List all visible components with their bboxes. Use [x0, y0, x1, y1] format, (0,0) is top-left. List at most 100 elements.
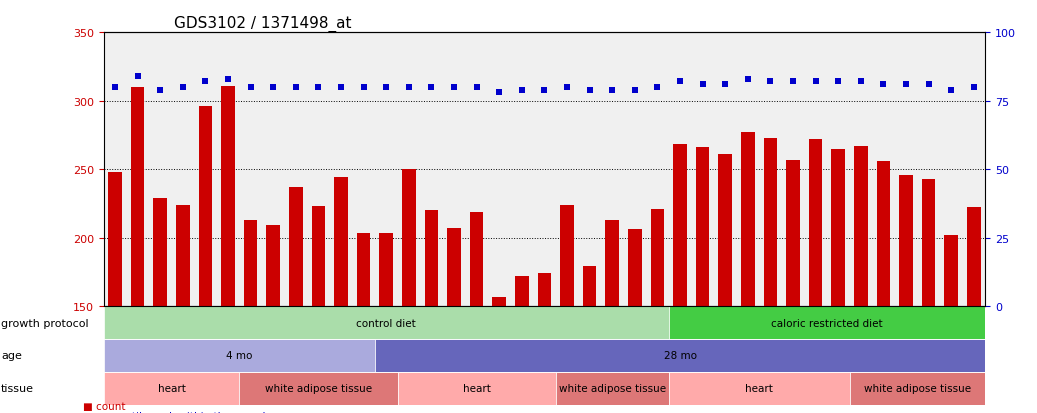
Text: heart: heart [158, 383, 186, 393]
Point [875, 82, 892, 88]
FancyBboxPatch shape [104, 339, 375, 372]
Point [220, 76, 236, 83]
Point [333, 84, 349, 91]
Point [943, 87, 959, 94]
Bar [650, 209, 665, 306]
Text: ■ count: ■ count [83, 401, 125, 411]
Bar [832, 149, 845, 306]
Text: control diet: control diet [357, 318, 416, 328]
Point [243, 84, 259, 91]
Point [423, 84, 440, 91]
Bar [289, 188, 303, 306]
Point [469, 84, 485, 91]
Point [626, 87, 643, 94]
Bar [312, 206, 326, 306]
Bar [176, 205, 190, 306]
Bar [334, 178, 347, 306]
Point [151, 87, 168, 94]
FancyBboxPatch shape [240, 372, 397, 405]
FancyBboxPatch shape [104, 306, 669, 339]
Bar [763, 138, 777, 306]
Bar [470, 212, 483, 306]
Bar [537, 273, 552, 306]
Bar [809, 140, 822, 306]
Text: white adipose tissue: white adipose tissue [864, 383, 971, 393]
Text: 4 mo: 4 mo [226, 351, 252, 361]
Point [785, 79, 802, 85]
Bar [719, 154, 732, 306]
Bar [583, 267, 596, 306]
Text: age: age [1, 351, 22, 361]
Text: 28 mo: 28 mo [664, 351, 697, 361]
Point [130, 74, 146, 80]
Point [582, 87, 598, 94]
Bar [786, 160, 800, 306]
Point [310, 84, 327, 91]
Bar [876, 161, 890, 306]
Text: caloric restricted diet: caloric restricted diet [772, 318, 882, 328]
Point [536, 87, 553, 94]
Point [852, 79, 869, 85]
FancyBboxPatch shape [849, 372, 985, 405]
Point [830, 79, 846, 85]
Point [377, 84, 394, 91]
Bar [741, 133, 755, 306]
Text: ■ percentile rank within the sample: ■ percentile rank within the sample [83, 411, 272, 413]
Bar [153, 198, 167, 306]
Bar [628, 230, 642, 306]
Point [717, 82, 733, 88]
Bar [108, 173, 121, 306]
Bar [199, 107, 213, 306]
Point [965, 84, 982, 91]
Bar [560, 205, 573, 306]
Text: white adipose tissue: white adipose tissue [559, 383, 666, 393]
FancyBboxPatch shape [104, 372, 240, 405]
Bar [131, 88, 144, 306]
FancyBboxPatch shape [556, 372, 669, 405]
Text: growth protocol: growth protocol [1, 318, 88, 328]
Bar [854, 147, 868, 306]
Point [356, 84, 372, 91]
Bar [606, 220, 619, 306]
FancyBboxPatch shape [669, 306, 985, 339]
Text: heart: heart [463, 383, 491, 393]
Bar [267, 226, 280, 306]
Point [400, 84, 417, 91]
Point [695, 82, 711, 88]
Point [604, 87, 620, 94]
Point [287, 84, 304, 91]
Point [808, 79, 824, 85]
Text: white adipose tissue: white adipose tissue [264, 383, 372, 393]
Point [921, 82, 937, 88]
Bar [380, 234, 393, 306]
Point [762, 79, 779, 85]
FancyBboxPatch shape [397, 372, 556, 405]
Bar [922, 179, 935, 306]
Bar [673, 145, 686, 306]
Point [264, 84, 281, 91]
Bar [402, 170, 416, 306]
Bar [357, 234, 370, 306]
Bar [945, 235, 958, 306]
Point [491, 90, 507, 97]
Point [739, 76, 756, 83]
Bar [447, 228, 460, 306]
Point [174, 84, 191, 91]
Bar [968, 208, 981, 306]
Point [672, 79, 689, 85]
Text: tissue: tissue [1, 383, 34, 393]
Bar [696, 148, 709, 306]
Bar [515, 276, 529, 306]
Point [559, 84, 576, 91]
Point [197, 79, 214, 85]
Point [446, 84, 463, 91]
Bar [493, 297, 506, 306]
Bar [899, 175, 913, 306]
Bar [424, 211, 439, 306]
Point [649, 84, 666, 91]
Text: GDS3102 / 1371498_at: GDS3102 / 1371498_at [174, 16, 352, 32]
Point [107, 84, 123, 91]
Bar [244, 220, 257, 306]
Bar [221, 86, 234, 306]
Text: heart: heart [746, 383, 773, 393]
